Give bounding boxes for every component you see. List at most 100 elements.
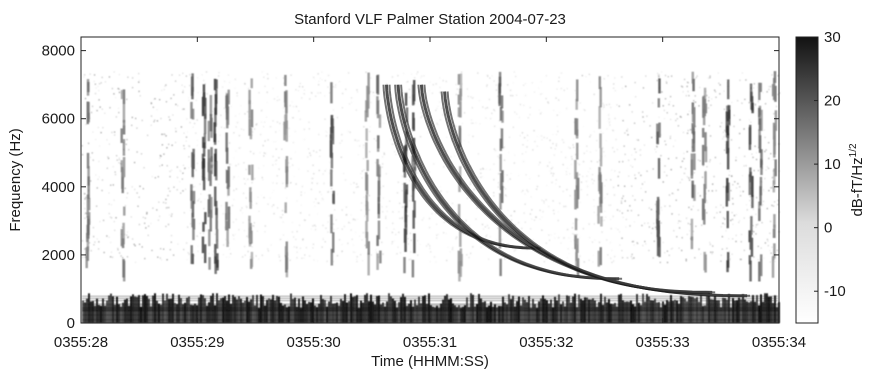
y-tick-label: 8000 [42, 43, 75, 60]
broadband-speckle [338, 142, 341, 144]
broadband-speckle [299, 118, 302, 121]
broadband-speckle [604, 155, 606, 157]
broadband-speckle [545, 199, 547, 201]
broadband-speckle [733, 214, 736, 217]
lf-band-column [560, 304, 562, 323]
broadband-speckle [212, 164, 215, 167]
sferic-streak [366, 201, 369, 222]
sferic-streak [500, 95, 504, 109]
broadband-speckle [723, 149, 726, 151]
broadband-speckle [621, 197, 624, 200]
broadband-speckle [336, 254, 339, 257]
broadband-speckle [314, 95, 317, 97]
broadband-speckle [612, 83, 615, 85]
broadband-speckle [552, 142, 554, 145]
lf-band-column [538, 301, 540, 323]
broadband-speckle [196, 235, 199, 237]
broadband-speckle [91, 105, 94, 108]
broadband-speckle [621, 76, 623, 78]
broadband-speckle [608, 118, 610, 120]
broadband-speckle [548, 239, 551, 242]
broadband-speckle [312, 243, 315, 246]
lf-band-column [734, 300, 736, 323]
sferic-streak [87, 81, 90, 93]
broadband-speckle [624, 132, 626, 134]
broadband-speckle [563, 89, 566, 92]
broadband-speckle [318, 80, 320, 83]
broadband-speckle [567, 248, 569, 250]
broadband-speckle [557, 219, 560, 222]
broadband-speckle [272, 182, 274, 184]
broadband-speckle [586, 175, 588, 177]
broadband-speckle [86, 216, 88, 219]
broadband-speckle [605, 179, 607, 181]
broadband-speckle [300, 97, 303, 99]
broadband-speckle [558, 202, 561, 205]
broadband-speckle [327, 231, 329, 233]
sferic-streak [759, 254, 763, 277]
lf-band-column [562, 301, 564, 323]
broadband-speckle [145, 213, 148, 215]
broadband-speckle [495, 239, 498, 241]
broadband-speckle [357, 186, 359, 188]
broadband-speckle [518, 116, 521, 119]
broadband-speckle [513, 162, 516, 164]
broadband-speckle [240, 128, 243, 130]
broadband-speckle [166, 206, 168, 209]
broadband-speckle [255, 124, 257, 126]
broadband-speckle [146, 211, 148, 214]
broadband-speckle [489, 77, 491, 79]
broadband-speckle [532, 149, 534, 151]
broadband-speckle [670, 75, 673, 77]
broadband-speckle [208, 189, 211, 192]
sferic-streak [750, 237, 754, 257]
broadband-speckle [674, 119, 677, 122]
broadband-speckle [138, 90, 140, 93]
colorbar-tick-label: 10 [824, 156, 841, 173]
broadband-speckle [510, 214, 512, 217]
sferic-streak [499, 193, 502, 210]
sferic-streak [285, 120, 288, 142]
broadband-speckle [450, 155, 452, 158]
broadband-speckle [609, 120, 611, 123]
broadband-speckle [159, 157, 161, 159]
broadband-speckle [745, 164, 747, 167]
broadband-speckle [338, 238, 341, 241]
sferic-streak [498, 225, 502, 249]
broadband-speckle [592, 199, 595, 201]
broadband-speckle [405, 81, 408, 84]
broadband-speckle [719, 125, 722, 128]
broadband-speckle [92, 131, 94, 133]
broadband-speckle [697, 192, 699, 195]
broadband-speckle [384, 215, 387, 218]
sferic-streak [225, 100, 229, 120]
broadband-speckle [455, 93, 458, 96]
broadband-speckle [698, 105, 700, 107]
broadband-speckle [260, 109, 263, 112]
broadband-speckle [274, 131, 277, 133]
broadband-speckle [126, 256, 129, 258]
broadband-speckle [388, 200, 391, 202]
broadband-speckle [391, 143, 394, 145]
broadband-speckle [356, 218, 359, 220]
broadband-speckle [81, 240, 84, 242]
sferic-streak [773, 142, 776, 155]
lf-band-column [98, 304, 100, 323]
sferic-streak [210, 196, 213, 219]
sferic-streak [403, 182, 406, 204]
broadband-speckle [120, 255, 122, 257]
broadband-speckle [620, 200, 623, 202]
broadband-speckle [117, 111, 120, 114]
broadband-speckle [276, 207, 279, 209]
sferic-streak [214, 243, 217, 264]
broadband-speckle [362, 144, 365, 147]
sferic-streak [120, 229, 124, 247]
broadband-speckle [300, 194, 302, 196]
broadband-speckle [668, 194, 671, 196]
sferic-streak [201, 96, 205, 114]
broadband-speckle [658, 74, 660, 76]
broadband-speckle [689, 128, 692, 131]
broadband-speckle [398, 202, 401, 205]
broadband-speckle [607, 120, 609, 122]
broadband-speckle [656, 146, 658, 148]
